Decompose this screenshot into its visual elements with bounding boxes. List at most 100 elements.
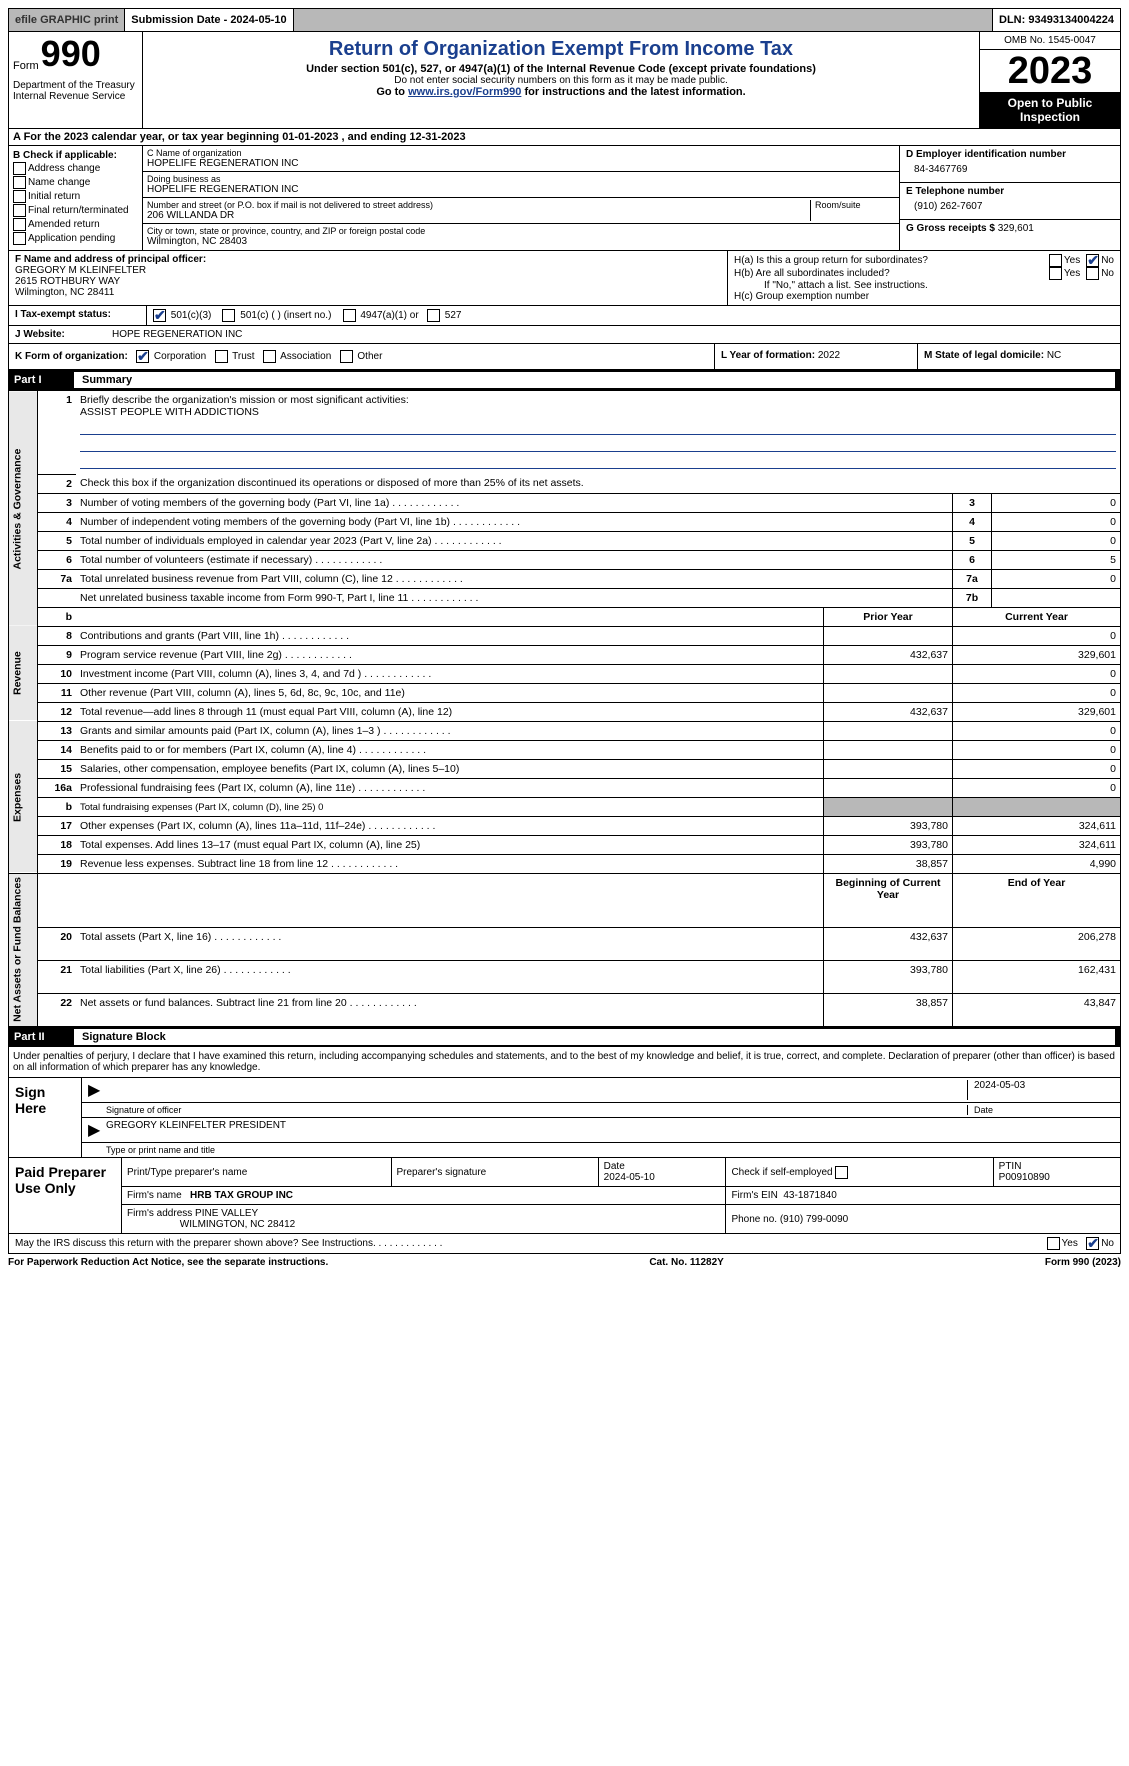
discuss-yes[interactable]	[1047, 1237, 1060, 1250]
j-lbl: J Website:	[9, 326, 106, 343]
hb-yes[interactable]	[1049, 267, 1062, 280]
cb-pending[interactable]	[13, 232, 26, 245]
cb-amended[interactable]	[13, 218, 26, 231]
l-box: L Year of formation: 2022	[714, 344, 917, 369]
ein-lbl: D Employer identification number	[906, 149, 1114, 160]
rev-row: 11Other revenue (Part VIII, column (A), …	[9, 683, 1121, 702]
box-d: D Employer identification number 84-3467…	[899, 146, 1120, 250]
m-lbl: M State of legal domicile:	[924, 350, 1047, 361]
sub3-a: Go to	[376, 86, 408, 98]
firm-phone: Phone no. (910) 799-0090	[726, 1205, 1120, 1234]
mline3	[80, 454, 1116, 469]
hb-text: H(b) Are all subordinates included?	[734, 268, 1049, 279]
row-i: I Tax-exempt status: 501(c)(3) 501(c) ( …	[8, 306, 1121, 326]
l-val: 2022	[818, 350, 840, 361]
discuss-row: May the IRS discuss this return with the…	[8, 1234, 1121, 1254]
cat: Cat. No. 11282Y	[649, 1257, 723, 1268]
ha-yes-lbl: Yes	[1064, 255, 1080, 266]
exp-row: 19Revenue less expenses. Subtract line 1…	[9, 854, 1121, 873]
net-row: 21Total liabilities (Part X, line 26)393…	[9, 960, 1121, 993]
gross: 329,601	[998, 223, 1034, 234]
sign-here: Sign Here ▶ 2024-05-03 Signature of offi…	[8, 1078, 1121, 1158]
mline2	[80, 437, 1116, 452]
q2-text: Check this box if the organization disco…	[76, 474, 1121, 493]
addr: 206 WILLANDA DR	[147, 210, 806, 221]
arrow-icon: ▶	[88, 1120, 106, 1140]
gross-lbl: G Gross receipts $	[906, 223, 998, 234]
q2-num: 2	[38, 474, 77, 493]
box-c: C Name of organization HOPELIFE REGENERA…	[143, 146, 899, 250]
sig-intro: Under penalties of perjury, I declare th…	[8, 1047, 1121, 1078]
ha-no[interactable]	[1086, 254, 1099, 267]
o-other: Other	[357, 351, 382, 362]
cb-527[interactable]	[427, 309, 440, 322]
k-lbl: K Form of organization:	[15, 351, 128, 362]
discuss-no[interactable]	[1086, 1237, 1099, 1250]
name-lbl: C Name of organization	[147, 148, 895, 158]
box-b: B Check if applicable: Address change Na…	[9, 146, 143, 250]
arrow-icon: ▶	[88, 1080, 106, 1100]
m-box: M State of legal domicile: NC	[917, 344, 1120, 369]
discuss-checks: Yes No	[1047, 1237, 1114, 1250]
efile-label[interactable]: efile GRAPHIC print	[9, 9, 125, 31]
cb-address[interactable]	[13, 162, 26, 175]
form-number: 990	[41, 36, 101, 72]
cb-501c3[interactable]	[153, 309, 166, 322]
hc-text: H(c) Group exemption number	[734, 291, 1114, 302]
cb-4947[interactable]	[343, 309, 356, 322]
subtitle-2: Do not enter social security numbers on …	[147, 75, 975, 86]
officer-name-sig: GREGORY KLEINFELTER PRESIDENT	[106, 1120, 1114, 1140]
cb-assoc[interactable]	[263, 350, 276, 363]
city-lbl: City or town, state or province, country…	[147, 226, 895, 236]
exp-row: 16aProfessional fundraising fees (Part I…	[9, 778, 1121, 797]
sign-here-lbl: Sign Here	[9, 1078, 82, 1157]
q1-num: 1	[38, 391, 77, 475]
o-527: 527	[445, 310, 462, 321]
f-lbl: F Name and address of principal officer:	[15, 254, 206, 265]
opt-name: Name change	[28, 177, 90, 188]
subtitle-1: Under section 501(c), 527, or 4947(a)(1)…	[147, 63, 975, 75]
phone-lbl: E Telephone number	[906, 186, 1114, 197]
cb-initial[interactable]	[13, 190, 26, 203]
dba: HOPELIFE REGENERATION INC	[147, 184, 895, 195]
line-a: A For the 2023 calendar year, or tax yea…	[8, 129, 1121, 146]
hdr-row: b Prior Year Current Year	[9, 607, 1121, 626]
firm: Firm's name HRB TAX GROUP INC	[122, 1187, 726, 1205]
side-net: Net Assets or Fund Balances	[9, 873, 38, 1027]
sig-area[interactable]	[106, 1080, 967, 1100]
ha-yes[interactable]	[1049, 254, 1062, 267]
ha-no-lbl: No	[1101, 255, 1114, 266]
box-h: H(a) Is this a group return for subordin…	[728, 251, 1120, 305]
o-corp: Corporation	[154, 351, 206, 362]
m-val: NC	[1047, 350, 1061, 361]
city: Wilmington, NC 28403	[147, 236, 895, 247]
h3: Date2024-05-10	[598, 1158, 726, 1187]
h1: Print/Type preparer's name	[122, 1158, 391, 1187]
form-id: Form 990 (2023)	[1045, 1257, 1121, 1268]
q1-cell: Briefly describe the organization's miss…	[76, 391, 1121, 475]
officer-addr2: Wilmington, NC 28411	[15, 287, 114, 298]
cb-name[interactable]	[13, 176, 26, 189]
cb-final[interactable]	[13, 204, 26, 217]
box-b-title: B Check if applicable:	[13, 150, 138, 161]
l-lbl: L Year of formation:	[721, 350, 818, 361]
cb-trust[interactable]	[215, 350, 228, 363]
header-left: Form 990 Department of the Treasury Inte…	[9, 32, 143, 128]
sig-lbl: Signature of officer	[106, 1105, 967, 1115]
submission-date: Submission Date - 2024-05-10	[125, 9, 293, 31]
hb-no[interactable]	[1086, 267, 1099, 280]
cb-self-emp[interactable]	[835, 1166, 848, 1179]
addr-lbl: Number and street (or P.O. box if mail i…	[147, 200, 806, 210]
cb-other[interactable]	[340, 350, 353, 363]
omb-number: OMB No. 1545-0047	[980, 32, 1120, 50]
cb-501c[interactable]	[222, 309, 235, 322]
h5: PTINP00910890	[993, 1158, 1120, 1187]
side-rev: Revenue	[9, 626, 38, 721]
box-f: F Name and address of principal officer:…	[9, 251, 728, 305]
gov-row: 4Number of independent voting members of…	[9, 512, 1121, 531]
cb-corp[interactable]	[136, 350, 149, 363]
exp-row: 15Salaries, other compensation, employee…	[9, 759, 1121, 778]
website-val: HOPE REGENERATION INC	[106, 326, 1120, 343]
open-inspection: Open to Public Inspection	[980, 92, 1120, 128]
irs-link[interactable]: www.irs.gov/Form990	[408, 86, 521, 98]
